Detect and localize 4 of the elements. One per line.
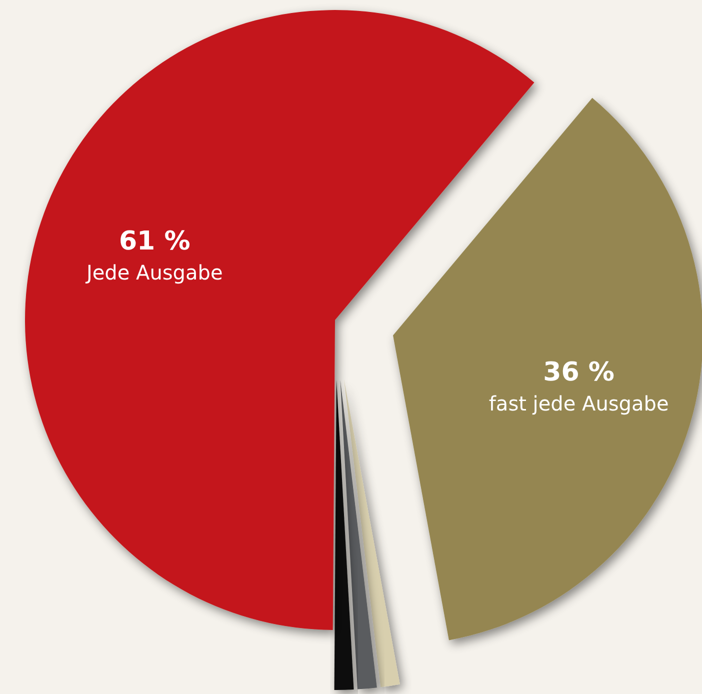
data-label: 36 % <box>543 357 614 388</box>
slice-label: Jede Ausgabe <box>84 260 223 285</box>
data-label: 61 % <box>118 226 190 257</box>
slice-label: fast jede Ausgabe <box>488 391 669 416</box>
